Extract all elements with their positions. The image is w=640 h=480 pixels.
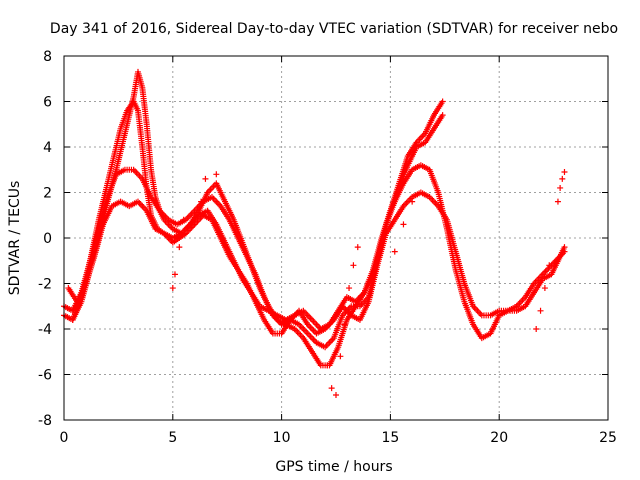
data-point xyxy=(171,271,178,278)
data-point xyxy=(559,175,566,182)
series-track-4 xyxy=(69,68,446,369)
data-point xyxy=(341,321,348,328)
chart-title: Day 341 of 2016, Sidereal Day-to-day VTE… xyxy=(50,21,618,37)
data-point xyxy=(541,285,548,292)
data-point xyxy=(202,175,209,182)
axis-ticks xyxy=(63,55,609,421)
data-point xyxy=(557,184,564,191)
data-point xyxy=(337,353,344,360)
data-point xyxy=(391,248,398,255)
data-point xyxy=(561,169,568,176)
data-point xyxy=(213,171,220,178)
data-point xyxy=(533,326,540,332)
data-point xyxy=(537,307,544,314)
y-tick-label: -4 xyxy=(38,322,52,338)
data-point xyxy=(350,262,357,269)
data-point xyxy=(328,385,335,392)
series-spikes xyxy=(169,169,568,398)
data-point xyxy=(180,216,187,223)
data-point xyxy=(354,244,361,251)
x-axis-label: GPS time / hours xyxy=(275,459,392,475)
data-point xyxy=(324,362,331,369)
series-track-1 xyxy=(61,98,568,351)
data-point xyxy=(439,98,446,105)
x-tick-label: 15 xyxy=(381,430,399,446)
y-tick-label: 8 xyxy=(43,49,52,65)
y-tick-label: 4 xyxy=(43,140,52,156)
x-tick-label: 0 xyxy=(60,430,69,446)
y-tick-label: 0 xyxy=(43,231,52,247)
data-point xyxy=(169,285,176,292)
data-point xyxy=(333,391,339,398)
data-point xyxy=(546,262,553,269)
y-tick-label: -6 xyxy=(38,368,52,384)
x-tick-label: 25 xyxy=(599,430,617,446)
data-point xyxy=(400,221,407,228)
data-point xyxy=(561,248,568,255)
data-point xyxy=(176,244,183,251)
y-tick-label: 2 xyxy=(43,186,52,202)
data-point xyxy=(439,112,446,119)
y-tick-label: 6 xyxy=(43,95,52,111)
data-point xyxy=(409,198,416,205)
y-axis-label: SDTVAR / TECUs xyxy=(7,181,23,296)
data-point xyxy=(554,198,561,205)
tick-labels: 0 5 10 15 20 25 -8 -6 -4 -2 0 2 4 6 8 xyxy=(38,49,617,446)
data-point xyxy=(198,198,205,205)
data-series xyxy=(61,68,568,398)
y-tick-label: -2 xyxy=(38,277,52,293)
data-point xyxy=(346,285,353,292)
x-tick-label: 20 xyxy=(490,430,508,446)
x-tick-label: 5 xyxy=(168,430,177,446)
y-tick-label: -8 xyxy=(38,413,52,429)
x-tick-label: 10 xyxy=(273,430,291,446)
